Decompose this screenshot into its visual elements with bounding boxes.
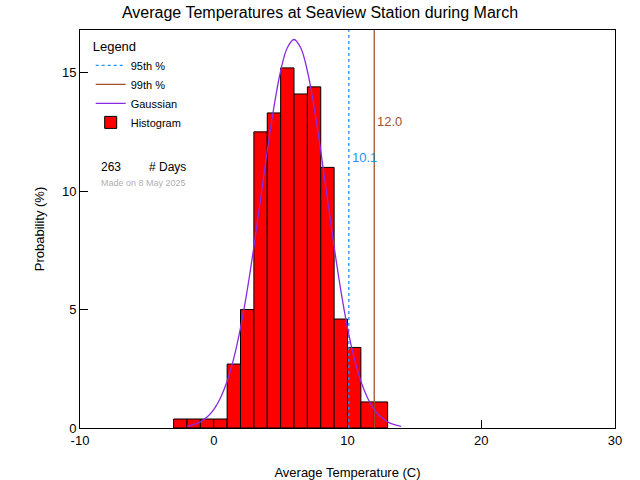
svg-text:Average Temperature (C): Average Temperature (C) [274,465,420,480]
svg-text:Gaussian: Gaussian [131,98,177,110]
svg-text:10: 10 [340,433,354,448]
svg-text:95th %: 95th % [131,60,165,72]
svg-text:99th %: 99th % [131,79,165,91]
svg-text:# Days: # Days [149,160,186,174]
svg-text:0: 0 [210,433,217,448]
svg-text:12.0: 12.0 [377,114,402,129]
svg-text:Probability (%): Probability (%) [32,187,47,272]
svg-text:10.1: 10.1 [352,150,377,165]
svg-text:15: 15 [62,65,76,80]
svg-text:10: 10 [62,184,76,199]
svg-text:Legend: Legend [93,39,136,54]
svg-text:-10: -10 [71,433,90,448]
svg-text:20: 20 [474,433,488,448]
svg-text:Histogram: Histogram [131,117,181,129]
svg-text:263: 263 [101,160,121,174]
svg-text:0: 0 [69,421,76,436]
svg-text:5: 5 [69,302,76,317]
svg-text:Average Temperatures at Seavie: Average Temperatures at Seaview Station … [122,4,518,21]
svg-text:Made on 8 May 2025: Made on 8 May 2025 [101,178,186,188]
svg-text:30: 30 [608,433,622,448]
